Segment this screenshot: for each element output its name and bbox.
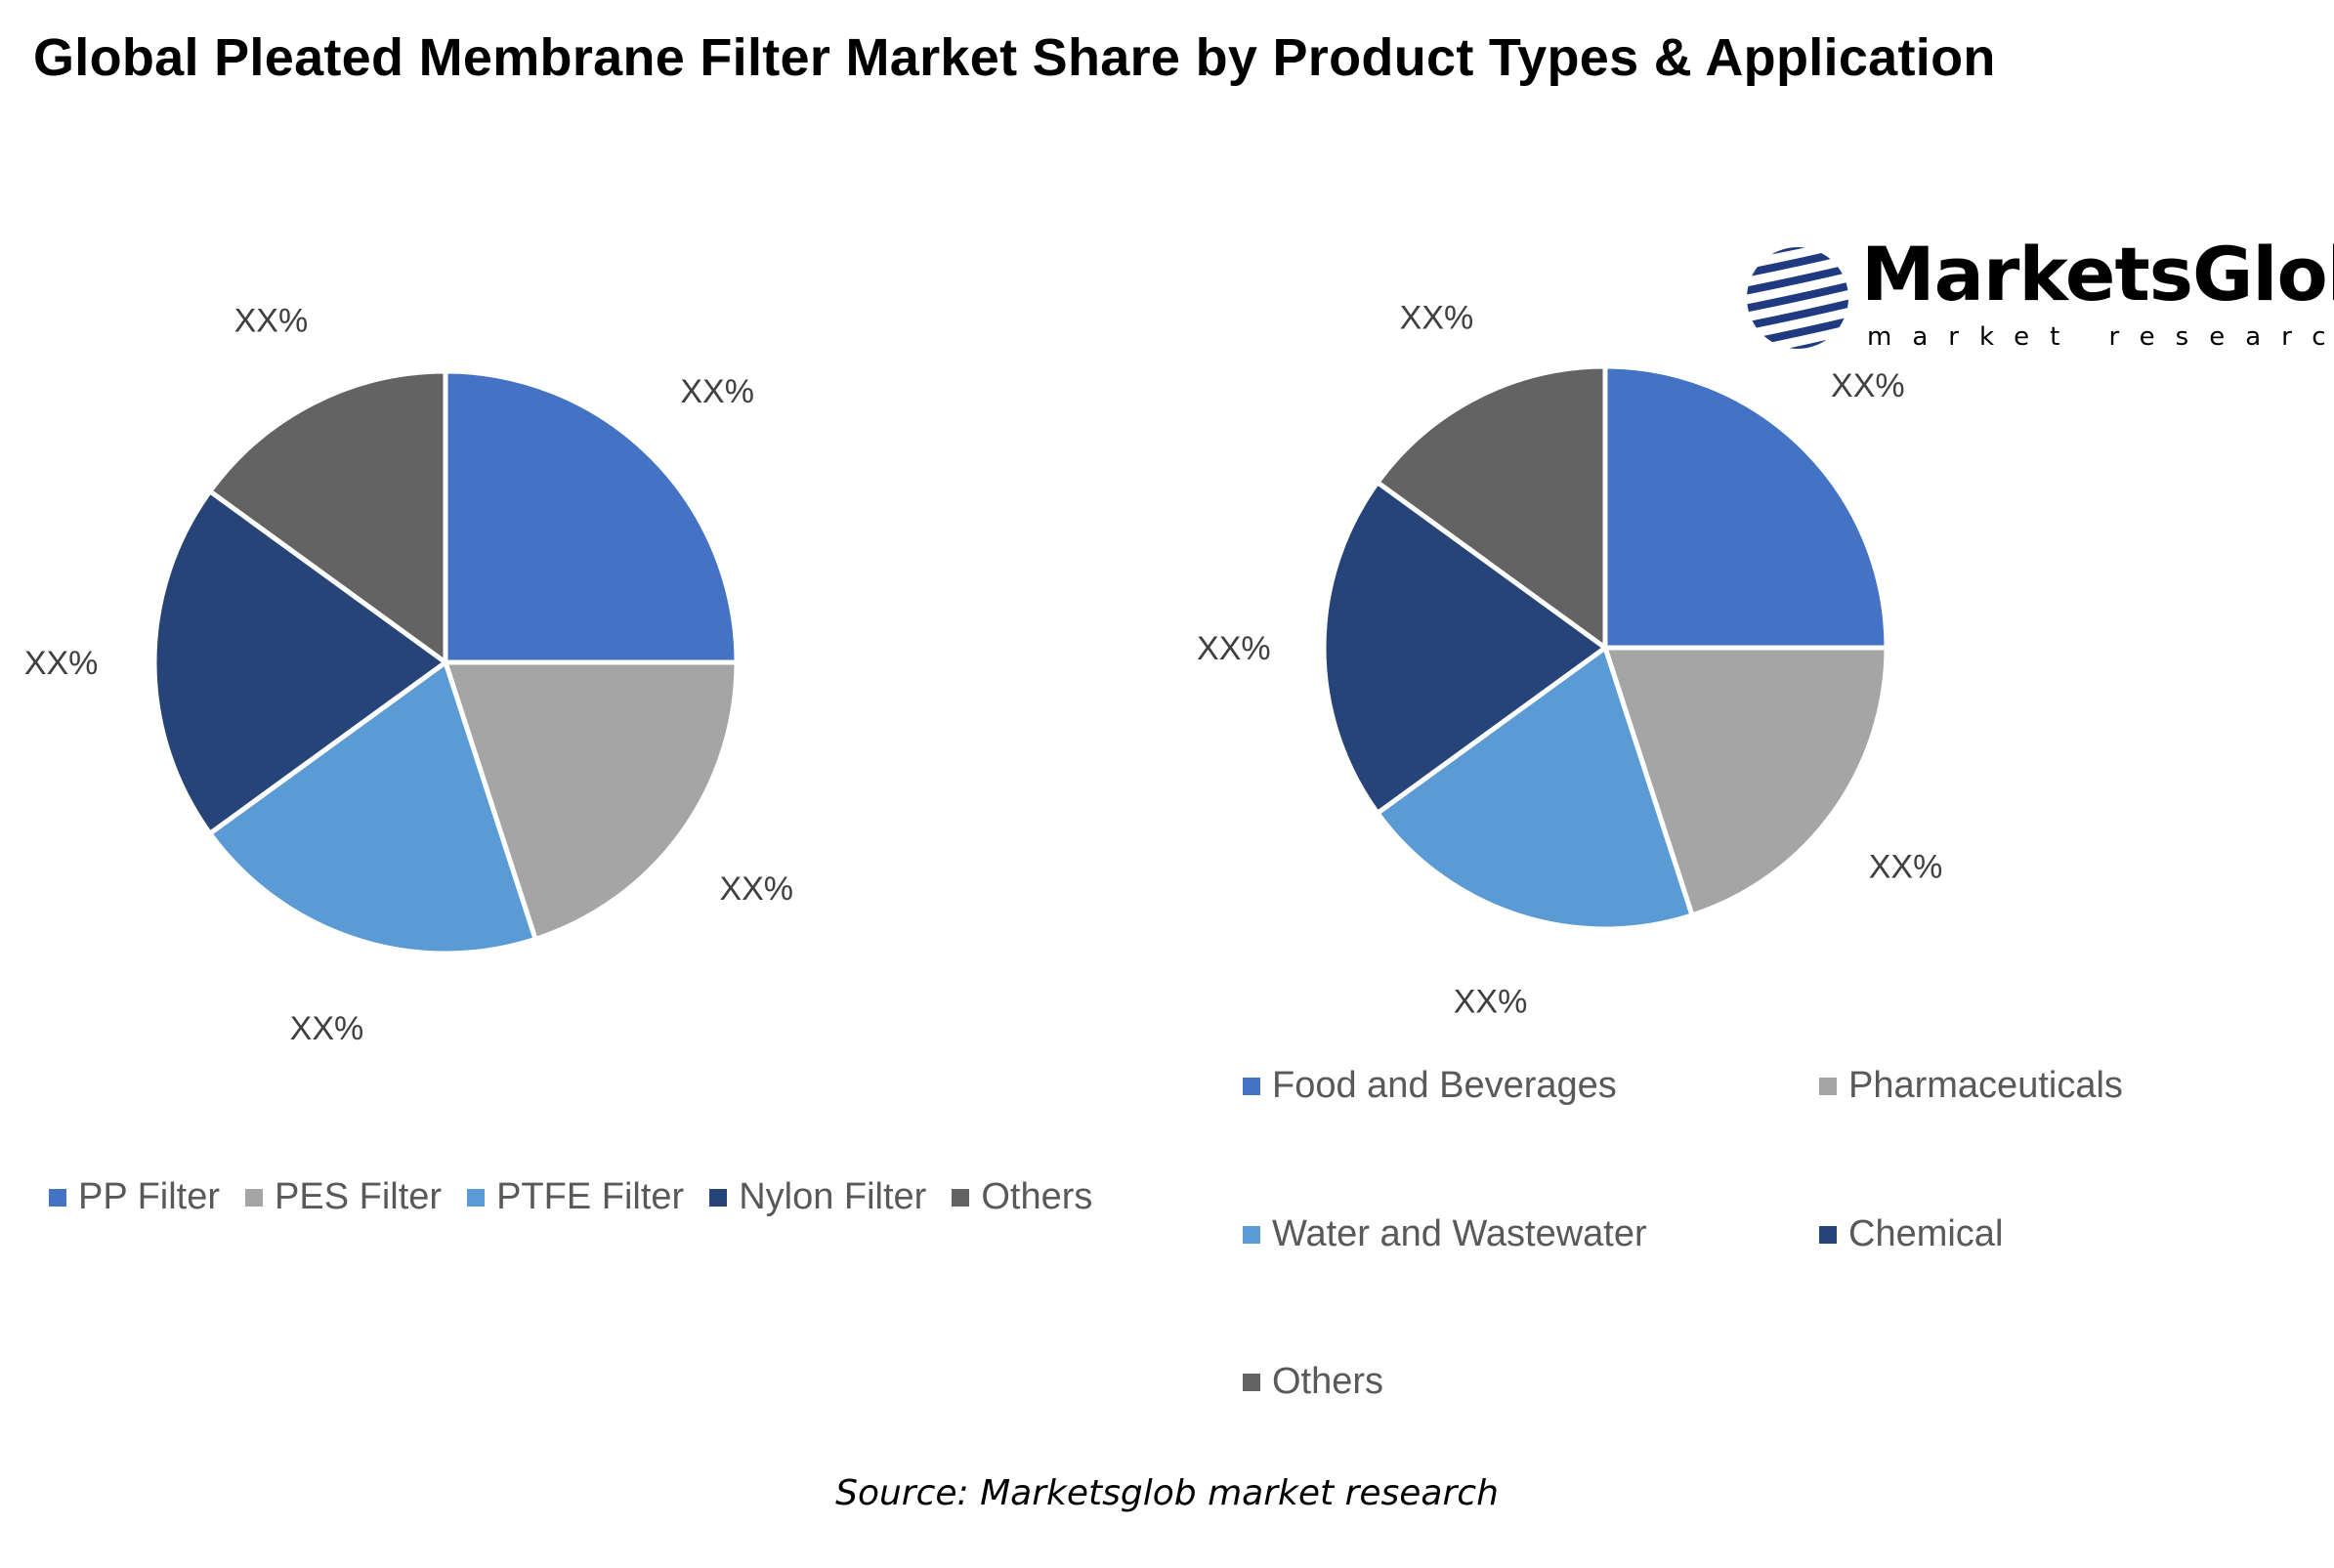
legend-label: Chemical (1848, 1213, 2004, 1254)
legend-label: PTFE Filter (496, 1176, 685, 1217)
data-label: XX% (719, 870, 793, 908)
data-label: XX% (680, 373, 754, 410)
legend-swatch (1243, 1077, 1260, 1095)
legend-swatch (1243, 1225, 1260, 1244)
legend-item: Chemical (1819, 1213, 2003, 1255)
legend-label: Nylon Filter (739, 1176, 927, 1217)
logo-tagline: market research (1867, 322, 2334, 352)
logo-name: MarketsGlob (1861, 231, 2334, 318)
legend-label: PES Filter (275, 1176, 443, 1217)
legend-swatch (49, 1188, 66, 1207)
pie-slice-pharmaceuticals (1601, 645, 1889, 919)
legend-label: Others (981, 1176, 1093, 1217)
legend-item: Pharmaceuticals (1819, 1065, 2123, 1107)
data-label: XX% (1831, 367, 1905, 404)
legend-swatch (1819, 1225, 1837, 1244)
pie-slice-others (206, 368, 448, 667)
legend-label: Pharmaceuticals (1848, 1065, 2123, 1106)
legend-label: Food and Beverages (1272, 1065, 1617, 1106)
legend-item: Nylon Filter (709, 1176, 926, 1218)
data-label: XX% (1400, 299, 1474, 336)
legend-swatch (1819, 1077, 1837, 1095)
data-label: XX% (1454, 984, 1528, 1021)
pie-slice-others (1374, 363, 1608, 653)
pie-slice-chemical (1321, 479, 1610, 817)
globe-icon (1747, 247, 1848, 349)
legend-label: PP Filter (78, 1176, 221, 1217)
data-label: XX% (1869, 848, 1943, 885)
data-label: XX% (24, 645, 99, 682)
data-label: XX% (290, 1010, 364, 1047)
data-label: XX% (1197, 630, 1271, 667)
legend-item: Water and Wastewater (1243, 1213, 1647, 1255)
legend-swatch (709, 1188, 728, 1207)
data-label: XX% (234, 303, 309, 340)
legend-item: Others (952, 1176, 1092, 1218)
legend-item: Food and Beverages (1243, 1065, 1617, 1107)
logo: MarketsGlob market research (1744, 233, 2334, 361)
pie-slice-water-and-wastewater (1374, 643, 1696, 932)
legend-swatch (467, 1188, 486, 1207)
legend-item: Others (1243, 1361, 1383, 1403)
legend-product-types: PP Filter PES Filter PTFE Filter Nylon F… (49, 1176, 1092, 1218)
page-title: Global Pleated Membrane Filter Market Sh… (33, 28, 1996, 87)
pie-slice-food-and-beverages (1602, 363, 1889, 651)
legend-swatch (245, 1188, 264, 1207)
legend-label: Water and Wastewater (1272, 1213, 1647, 1254)
legend-swatch (952, 1188, 970, 1207)
pie-slice-pes-filter (442, 659, 740, 943)
legend-label: Others (1272, 1361, 1384, 1402)
legend-item: PP Filter (49, 1176, 220, 1218)
legend-swatch (1243, 1373, 1260, 1391)
legend-item: PTFE Filter (467, 1176, 684, 1218)
source-note: Source: Marketsglob market research (835, 1473, 1499, 1513)
pie-slice-ptfe-filter (206, 657, 539, 956)
pie-slice-nylon-filter (151, 487, 450, 837)
pie-slice-pp-filter (443, 368, 740, 665)
legend-item: PES Filter (245, 1176, 442, 1218)
